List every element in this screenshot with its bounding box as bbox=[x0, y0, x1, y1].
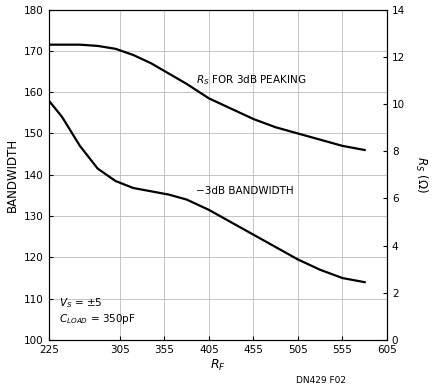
Text: $C_{LOAD}$ = 350pF: $C_{LOAD}$ = 350pF bbox=[59, 312, 136, 326]
Text: DN429 F02: DN429 F02 bbox=[295, 376, 345, 385]
Y-axis label: BANDWIDTH: BANDWIDTH bbox=[6, 138, 19, 212]
Text: $V_S$ = ±5: $V_S$ = ±5 bbox=[59, 296, 103, 310]
Y-axis label: $R_S$ (Ω): $R_S$ (Ω) bbox=[412, 156, 428, 193]
Text: −3dB BANDWIDTH: −3dB BANDWIDTH bbox=[195, 186, 293, 196]
Text: $R_S$ FOR 3dB PEAKING: $R_S$ FOR 3dB PEAKING bbox=[195, 73, 305, 87]
X-axis label: $R_F$: $R_F$ bbox=[210, 358, 225, 373]
